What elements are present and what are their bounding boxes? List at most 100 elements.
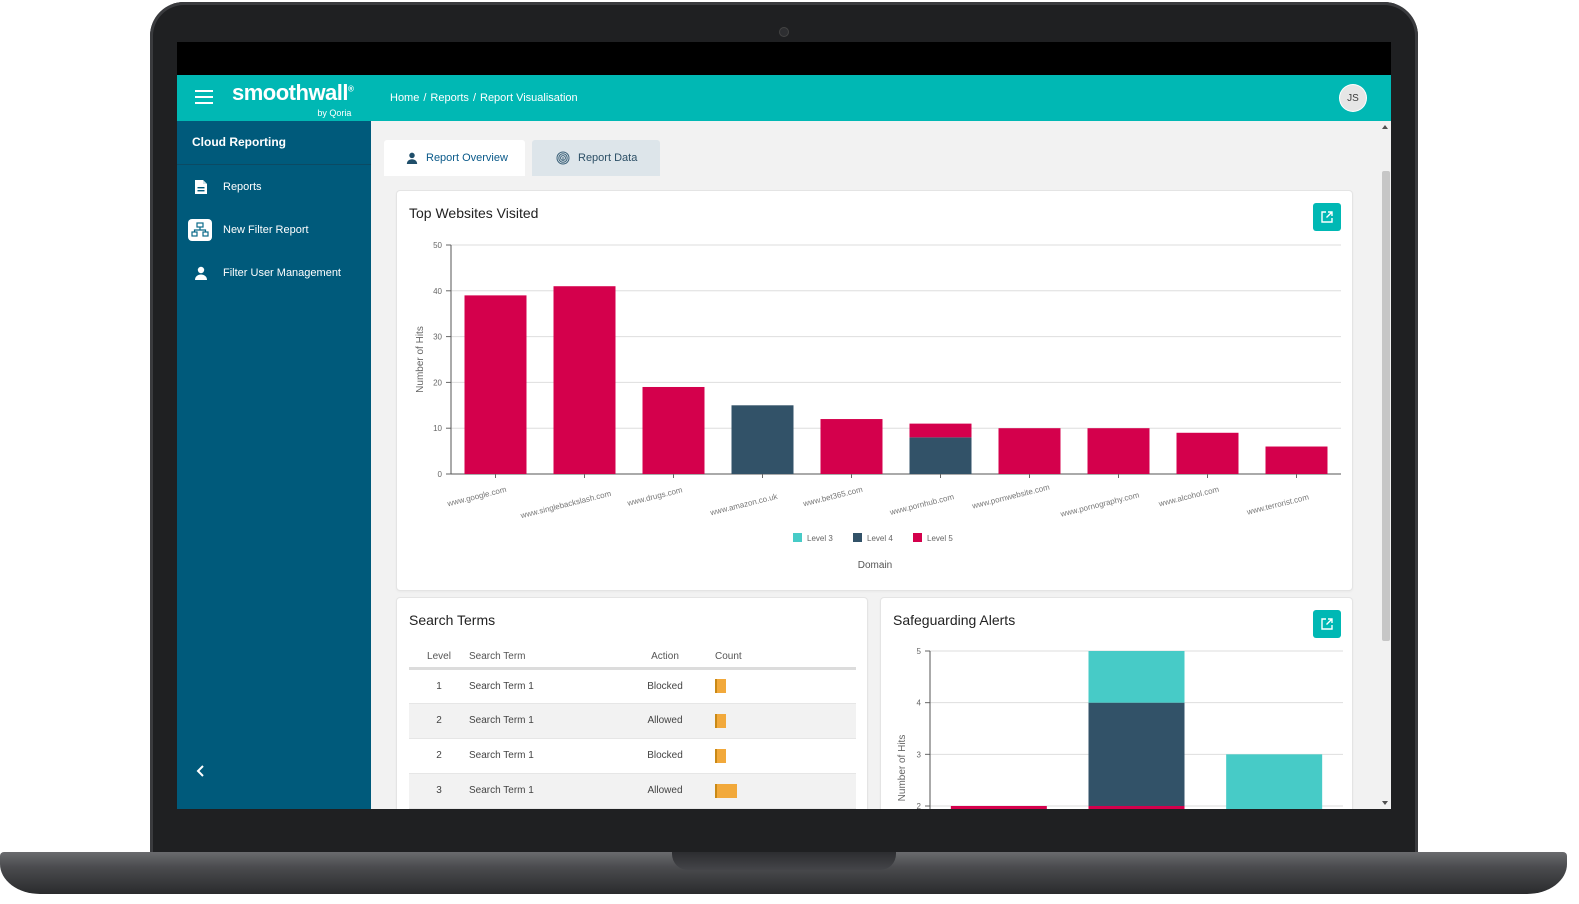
- tab-report-data[interactable]: Report Data: [532, 140, 660, 176]
- cell-term: Search Term 1: [469, 773, 625, 809]
- cell-action: Blocked: [625, 668, 705, 704]
- tab-label: Report Overview: [426, 152, 508, 164]
- cell-level: 2: [409, 703, 469, 739]
- sidebar-item-reports[interactable]: Reports: [177, 165, 371, 208]
- table-row[interactable]: 2 Search Term 1 Blocked: [409, 738, 856, 774]
- bar: [820, 419, 883, 474]
- fingerprint-icon: [556, 151, 570, 165]
- column-header[interactable]: Search Term: [469, 646, 625, 670]
- card-title: Search Terms: [409, 612, 496, 628]
- export-button[interactable]: [1313, 610, 1341, 638]
- brand-sub: by Qoria: [317, 108, 352, 118]
- y-tick-label: 20: [433, 378, 442, 387]
- brand-registered-mark: ®: [348, 84, 354, 94]
- cell-level: 2: [409, 738, 469, 774]
- cell-action: Allowed: [625, 773, 705, 809]
- bar: [998, 428, 1061, 474]
- table-row[interactable]: 1 Search Term 1 Blocked: [409, 668, 856, 704]
- search-terms-card: Search Terms Level Search Term Action Co…: [396, 597, 868, 809]
- column-header[interactable]: Action: [625, 646, 705, 670]
- y-axis-title: Number of Hits: [897, 735, 908, 802]
- scroll-down-icon[interactable]: [1382, 801, 1388, 805]
- document-icon: [191, 177, 211, 197]
- legend-swatch: [793, 533, 802, 542]
- cell-level: 3: [409, 773, 469, 809]
- y-tick-label: 5: [917, 647, 922, 656]
- scroll-thumb[interactable]: [1382, 171, 1390, 641]
- y-tick-label: 4: [917, 699, 922, 708]
- column-header[interactable]: Count: [705, 646, 856, 670]
- top-websites-card: Top Websites Visited 0 10 20 30 40 50 www.goog…: [396, 190, 1353, 591]
- table-row[interactable]: 3 Search Term 1 Allowed: [409, 773, 856, 809]
- bar: [553, 286, 616, 474]
- bar: [909, 423, 972, 438]
- breadcrumb-reports[interactable]: Reports: [430, 92, 469, 104]
- legend-label: Level 3: [807, 534, 833, 543]
- laptop-notch: [672, 852, 896, 870]
- cell-count: [705, 668, 856, 704]
- user-icon: [191, 263, 211, 283]
- avatar[interactable]: JS: [1340, 85, 1366, 111]
- search-terms-table: Level Search Term Action Count 1 Search …: [409, 646, 856, 809]
- x-tick-label: www.google.com: [445, 485, 507, 509]
- x-tick-label: www.alcohol.com: [1157, 485, 1220, 509]
- x-tick-label: www.drugs.com: [625, 485, 683, 508]
- filter-report-icon: [188, 218, 212, 241]
- x-axis-title: Domain: [858, 560, 892, 571]
- export-icon: [1321, 618, 1333, 630]
- x-tick-label: www.pornhub.com: [888, 492, 955, 517]
- table-header-row: Level Search Term Action Count: [409, 646, 856, 670]
- top-bar: smoothwall® by Qoria Home / Reports / Repo…: [177, 75, 1391, 121]
- sidebar-item-new-filter-report[interactable]: New Filter Report: [177, 208, 371, 251]
- y-tick-label: 40: [433, 287, 442, 296]
- sidebar: Cloud Reporting Reports New Filter Repor…: [177, 121, 371, 809]
- bar: [1088, 806, 1185, 809]
- column-header[interactable]: Level: [409, 646, 469, 670]
- breadcrumb-home[interactable]: Home: [390, 92, 420, 104]
- tab-report-overview[interactable]: Report Overview: [384, 140, 525, 176]
- bar: [1176, 432, 1239, 474]
- y-tick-label: 0: [438, 470, 443, 479]
- export-button[interactable]: [1313, 203, 1341, 231]
- bar: [731, 405, 794, 474]
- bar: [1088, 702, 1185, 806]
- x-tick-label: www.pornography.com: [1059, 490, 1141, 519]
- export-icon: [1321, 211, 1333, 223]
- bar: [1226, 754, 1323, 809]
- sidebar-item-filter-user-management[interactable]: Filter User Management: [177, 251, 371, 294]
- scrollbar[interactable]: [1380, 121, 1391, 809]
- brand-logo[interactable]: smoothwall® by Qoria: [232, 80, 354, 118]
- top-websites-chart: 0 10 20 30 40 50 www.google.com www.singlebacks…: [415, 241, 1341, 571]
- y-tick-label: 50: [433, 241, 442, 250]
- x-tick-label: www.bet365.com: [801, 485, 864, 509]
- sidebar-item-label: Filter User Management: [223, 266, 341, 279]
- legend-swatch: [853, 533, 862, 542]
- user-icon: [406, 152, 418, 164]
- safeguarding-alerts-card: Safeguarding Alerts 2 3 4 5 Number of Hits: [880, 597, 1353, 809]
- sidebar-item-label: Reports: [223, 180, 262, 193]
- chevron-left-icon[interactable]: [193, 763, 209, 779]
- menu-icon[interactable]: [195, 90, 213, 104]
- bar: [1087, 428, 1150, 474]
- cell-level: 1: [409, 668, 469, 704]
- count-bar: [715, 679, 726, 693]
- cell-action: Allowed: [625, 703, 705, 739]
- count-bar: [715, 748, 726, 763]
- breadcrumb-current[interactable]: Report Visualisation: [480, 92, 578, 104]
- cell-count: [705, 773, 856, 809]
- x-tick-label: www.pornwebsite.com: [970, 483, 1051, 511]
- count-bar: [715, 713, 726, 728]
- cell-term: Search Term 1: [469, 668, 625, 704]
- bar: [1265, 446, 1328, 474]
- scroll-up-icon[interactable]: [1382, 125, 1388, 129]
- tab-label: Report Data: [578, 152, 638, 164]
- y-tick-label: 30: [433, 333, 442, 342]
- cell-term: Search Term 1: [469, 738, 625, 774]
- table-row[interactable]: 2 Search Term 1 Allowed: [409, 703, 856, 739]
- brand-name: smoothwall: [232, 80, 349, 105]
- card-title: Safeguarding Alerts: [893, 612, 1016, 628]
- bar: [464, 295, 527, 474]
- y-tick-label: 3: [917, 750, 922, 759]
- bar: [642, 386, 705, 474]
- bar: [909, 437, 972, 474]
